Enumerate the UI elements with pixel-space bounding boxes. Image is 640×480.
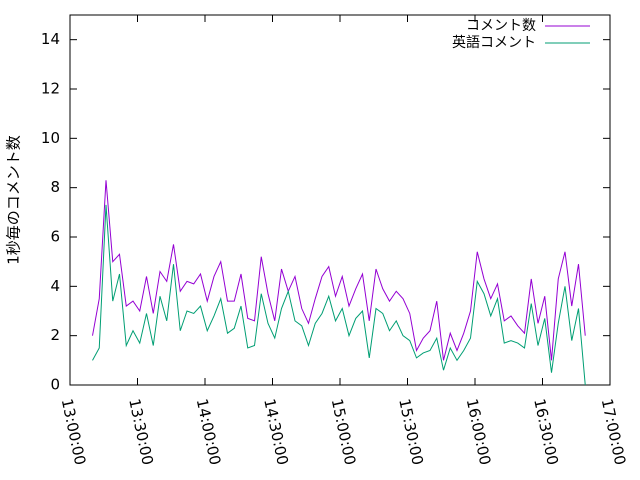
y-tick-label: 6 (50, 228, 60, 246)
x-tick-label: 14:30:00 (260, 397, 292, 467)
series-line (92, 204, 586, 386)
y-tick-label: 8 (50, 178, 60, 196)
y-tick-label: 2 (50, 326, 60, 344)
x-tick-label: 14:00:00 (193, 397, 225, 467)
y-tick-label: 12 (41, 80, 60, 98)
series-line (92, 180, 586, 361)
y-axis-label: 1秒毎のコメント数 (5, 135, 23, 265)
x-tick-label: 13:30:00 (125, 397, 157, 467)
x-tick-label: 13:00:00 (58, 397, 90, 467)
x-tick-label: 15:30:00 (395, 397, 427, 467)
x-tick-label: 16:00:00 (463, 397, 495, 467)
y-tick-label: 0 (50, 376, 60, 394)
legend-label: コメント数 (466, 18, 536, 34)
legend-label: 英語コメント (452, 34, 536, 51)
x-tick-label: 17:00:00 (598, 397, 630, 467)
x-tick-label: 16:30:00 (530, 397, 562, 467)
y-tick-label: 4 (50, 277, 60, 295)
y-tick-label: 14 (41, 30, 60, 48)
x-tick-label: 15:00:00 (328, 397, 360, 467)
y-tick-label: 10 (41, 129, 60, 147)
plot-frame (69, 14, 611, 386)
